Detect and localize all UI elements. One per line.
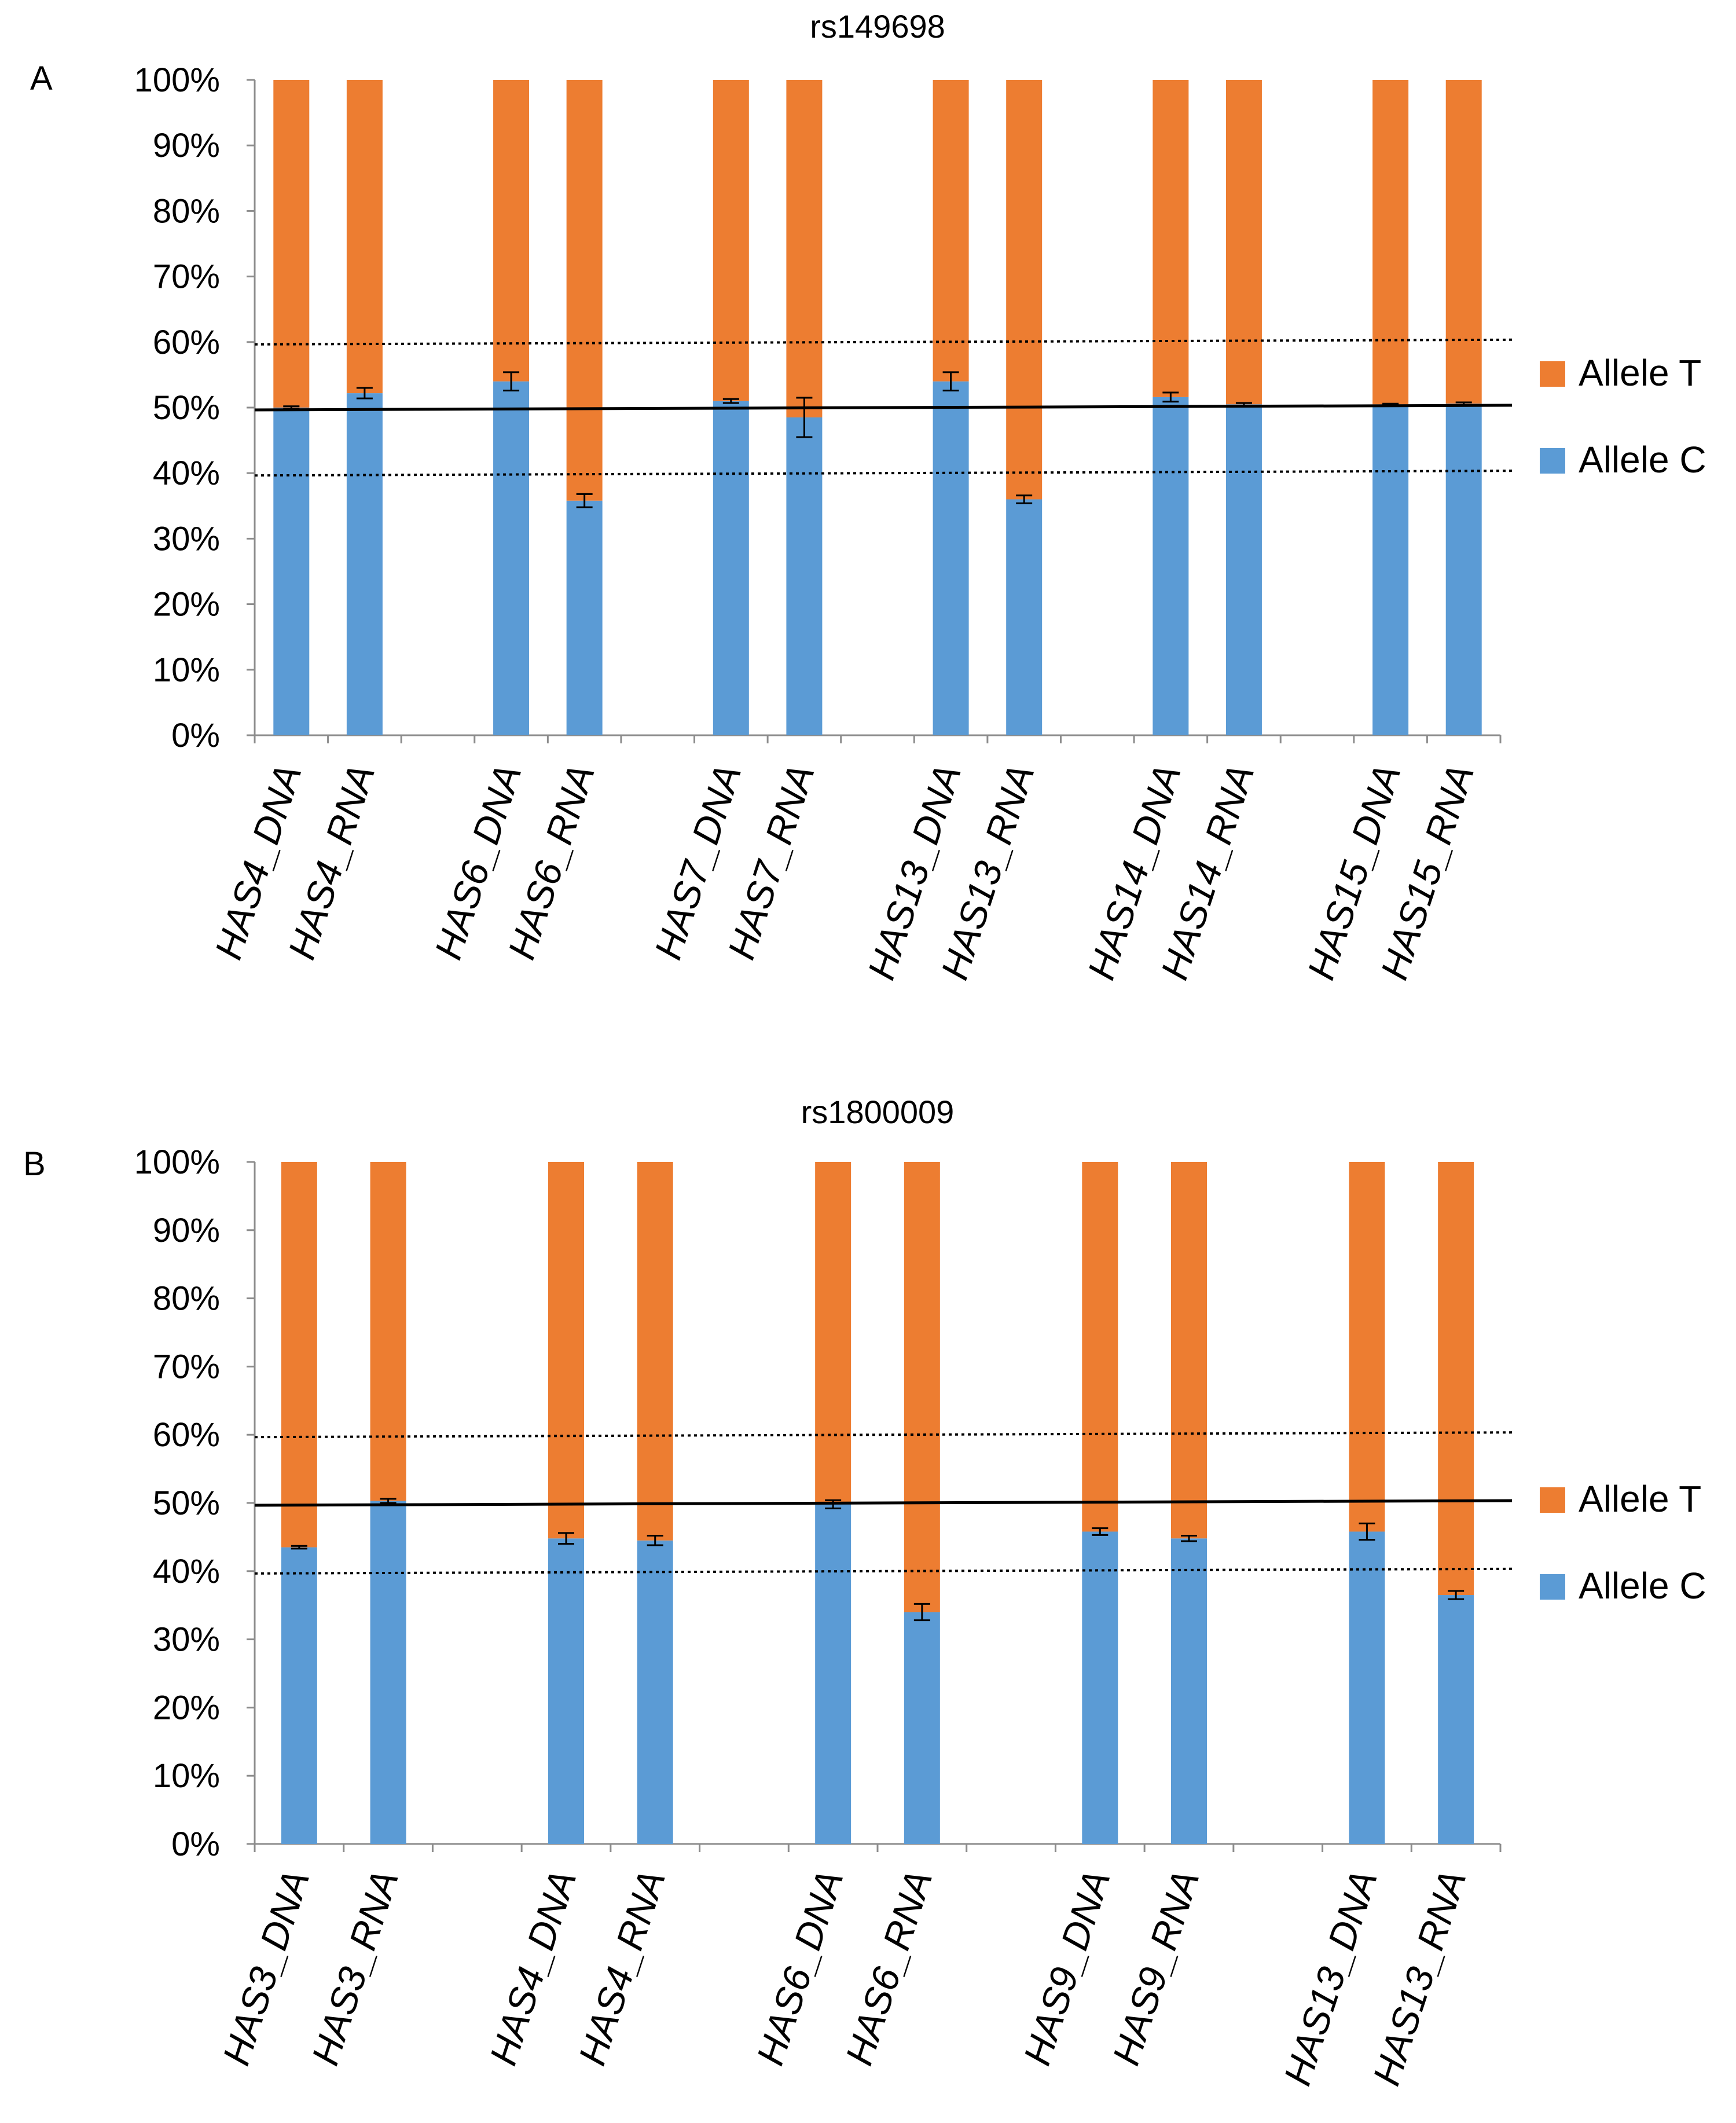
x-tick-label: HAS3_DNA xyxy=(214,1865,317,2070)
chart-title: rs149698 xyxy=(810,8,945,45)
bar-allele-t xyxy=(1349,1162,1385,1532)
legend-swatch xyxy=(1540,361,1565,387)
y-tick-label: 70% xyxy=(153,258,220,296)
x-tick-label: HAS4_RNA xyxy=(570,1865,673,2070)
legend-swatch xyxy=(1540,1574,1565,1600)
bar-allele-t xyxy=(346,80,383,394)
bar-allele-t xyxy=(1006,80,1043,500)
y-tick-label: 80% xyxy=(153,1280,220,1318)
x-tick-label: HAS13_DNA xyxy=(1275,1865,1385,2090)
bar-allele-t xyxy=(1225,80,1262,405)
bar-allele-c xyxy=(815,1504,852,1844)
bar-allele-t xyxy=(1082,1162,1118,1532)
reference-line-dotted xyxy=(254,1431,1513,1439)
bar-allele-c xyxy=(281,1547,317,1844)
y-tick-label: 0% xyxy=(171,717,220,754)
bar-allele-c xyxy=(370,1501,406,1844)
reference-line-dotted xyxy=(254,1567,1513,1575)
y-tick-label: 80% xyxy=(153,192,220,230)
y-tick-label: 30% xyxy=(153,520,220,558)
legend-label: Allele T xyxy=(1579,352,1701,394)
bar-allele-c xyxy=(904,1612,940,1844)
y-tick-label: 40% xyxy=(153,1553,220,1590)
y-tick-label: 20% xyxy=(153,586,220,624)
bar-allele-t xyxy=(1372,80,1409,405)
bar-allele-t xyxy=(1438,1162,1474,1596)
bar-allele-c xyxy=(1225,404,1262,735)
y-tick-label: 90% xyxy=(153,127,220,164)
bar-allele-t xyxy=(548,1162,584,1539)
y-tick-label: 20% xyxy=(153,1689,220,1726)
panel-label: B xyxy=(23,1145,46,1183)
bar-allele-c xyxy=(548,1538,584,1844)
x-tick-label: HAS3_RNA xyxy=(303,1865,406,2070)
reference-line-solid xyxy=(254,1499,1513,1507)
chart-panel-a: rs149698 A 0% 10% 20% 30% 40% 50% 60% 70% 80% 90% 10… xyxy=(30,8,1706,985)
bar-allele-t xyxy=(713,80,749,401)
bar-allele-c xyxy=(346,393,383,735)
legend-swatch xyxy=(1540,1487,1565,1513)
bar-allele-c xyxy=(273,408,310,735)
bar-allele-t xyxy=(493,80,530,382)
y-tick-label: 100% xyxy=(134,61,220,99)
bar-allele-t xyxy=(904,1162,940,1612)
bar-allele-t xyxy=(281,1162,317,1548)
x-tick-label: HAS6_RNA xyxy=(837,1865,940,2070)
x-tick-label: HAS4_DNA xyxy=(481,1865,584,2070)
y-tick-label: 50% xyxy=(153,1484,220,1522)
x-tick-label: HAS13_RNA xyxy=(1364,1865,1474,2090)
bar-allele-c xyxy=(1372,404,1409,735)
y-tick-label: 100% xyxy=(134,1143,220,1181)
y-tick-label: 90% xyxy=(153,1212,220,1249)
bar-allele-t xyxy=(786,80,823,417)
legend-label: Allele C xyxy=(1579,1565,1706,1607)
bar-allele-t xyxy=(1171,1162,1207,1539)
y-tick-label: 70% xyxy=(153,1348,220,1385)
y-tick-label: 0% xyxy=(171,1825,220,1863)
bar-allele-c xyxy=(1171,1538,1207,1844)
bar-allele-t xyxy=(637,1162,673,1541)
chart-panel-b: rs1800009 B 0% 10% 20% 30% 40% 50% 60% 70% 80% 90% 1… xyxy=(23,1094,1706,2091)
y-tick-label: 10% xyxy=(153,1757,220,1795)
y-tick-label: 60% xyxy=(153,324,220,361)
legend-swatch xyxy=(1540,448,1565,474)
y-tick-label: 50% xyxy=(153,389,220,427)
bar-allele-t xyxy=(370,1162,406,1501)
bar-allele-t xyxy=(1153,80,1189,397)
chart-title: rs1800009 xyxy=(801,1094,955,1130)
bar-allele-c xyxy=(566,500,603,735)
legend-label: Allele C xyxy=(1579,439,1706,481)
bar-allele-c xyxy=(1445,404,1482,735)
bar-allele-c xyxy=(637,1540,673,1844)
y-tick-label: 30% xyxy=(153,1621,220,1659)
bar-allele-c xyxy=(1006,499,1043,735)
bar-allele-t xyxy=(566,80,603,501)
bar-allele-c xyxy=(713,401,749,735)
panel-label: A xyxy=(30,60,53,97)
y-tick-label: 40% xyxy=(153,454,220,492)
legend-label: Allele T xyxy=(1579,1478,1701,1520)
bar-allele-c xyxy=(1082,1531,1118,1844)
y-tick-label: 10% xyxy=(153,651,220,689)
reference-line-dotted xyxy=(254,470,1513,477)
bar-allele-t xyxy=(273,80,310,408)
bar-allele-t xyxy=(933,80,969,382)
x-tick-label: HAS9_RNA xyxy=(1104,1865,1207,2070)
bar-allele-c xyxy=(493,381,530,735)
y-tick-label: 60% xyxy=(153,1416,220,1454)
bar-allele-t xyxy=(815,1162,852,1505)
bar-allele-c xyxy=(1438,1595,1474,1844)
bar-allele-c xyxy=(786,417,823,735)
reference-line-dotted xyxy=(254,338,1513,346)
x-tick-label: HAS9_DNA xyxy=(1015,1865,1118,2070)
bar-allele-c xyxy=(933,381,969,735)
bar-allele-t xyxy=(1445,80,1482,404)
bar-allele-c xyxy=(1153,397,1189,735)
x-tick-label: HAS6_DNA xyxy=(748,1865,851,2070)
reference-line-solid xyxy=(254,404,1513,412)
bar-allele-c xyxy=(1349,1531,1385,1844)
